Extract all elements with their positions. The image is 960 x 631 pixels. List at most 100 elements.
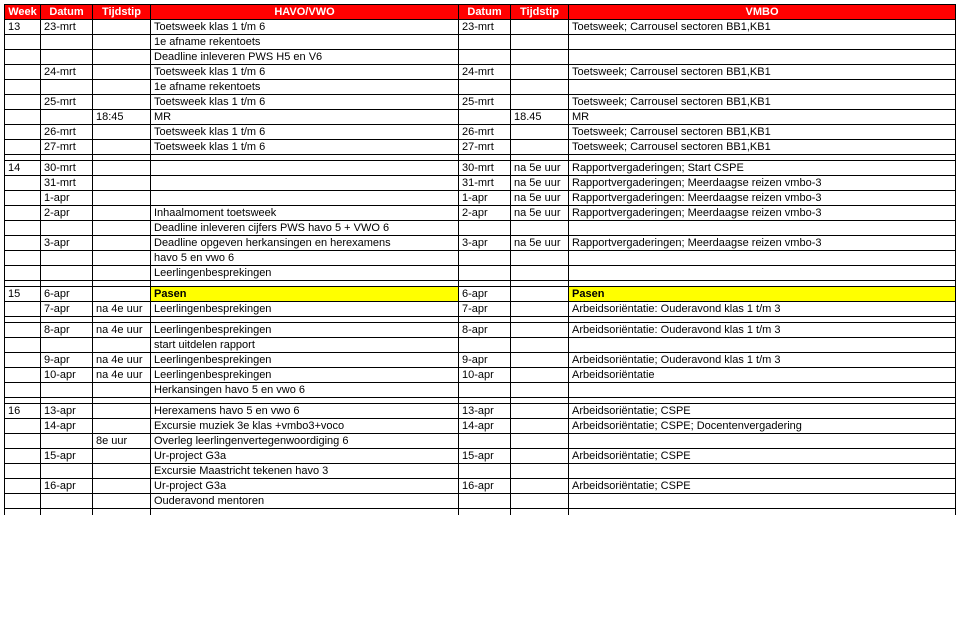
cell-time2: [511, 449, 569, 464]
cell-date: 23-mrt: [41, 20, 93, 35]
cell-week: [5, 302, 41, 317]
table-row: 1e afname rekentoets: [5, 80, 956, 95]
schedule-body: 1323-mrtToetsweek klas 1 t/m 623-mrtToet…: [5, 20, 956, 515]
cell-time: [93, 20, 151, 35]
col-havovwo: HAVO/VWO: [151, 5, 459, 20]
cell-date: 9-apr: [41, 353, 93, 368]
cell-desc: havo 5 en vwo 6: [151, 251, 459, 266]
cell-time: [93, 50, 151, 65]
table-row: 8-aprna 4e uurLeerlingenbesprekingen8-ap…: [5, 323, 956, 338]
cell-desc2: Arbeidsoriëntatie; CSPE: [569, 479, 956, 494]
cell-time: na 4e uur: [93, 323, 151, 338]
cell-week: [5, 434, 41, 449]
cell-desc2: [569, 221, 956, 236]
cell-desc2: Rapportvergaderingen; Meerdaagse reizen …: [569, 236, 956, 251]
cell-desc: Excursie muziek 3e klas +vmbo3+voco: [151, 419, 459, 434]
cell-desc2: [569, 50, 956, 65]
cell-week: [5, 338, 41, 353]
table-row: 14-apr Excursie muziek 3e klas +vmbo3+voc…: [5, 419, 956, 434]
cell-week: [5, 35, 41, 50]
cell-date: [41, 110, 93, 125]
cell-week: 16: [5, 404, 41, 419]
table-row: 24-mrtToetsweek klas 1 t/m 624-mrtToetsw…: [5, 65, 956, 80]
table-row: 26-mrtToetsweek klas 1 t/m 626-mrtToetsw…: [5, 125, 956, 140]
cell-date2: 10-apr: [459, 368, 511, 383]
cell-desc: start uitdelen rapport: [151, 338, 459, 353]
cell-desc2: [569, 266, 956, 281]
cell-desc: [151, 176, 459, 191]
cell-date2: 16-apr: [459, 479, 511, 494]
cell-time: [93, 80, 151, 95]
cell-time: [93, 404, 151, 419]
cell-time: [93, 287, 151, 302]
cell-desc: Herexamens havo 5 en vwo 6: [151, 404, 459, 419]
col-tijdstip: Tijdstip: [93, 5, 151, 20]
table-row: 2-aprInhaalmoment toetsweek2-aprna 5e uu…: [5, 206, 956, 221]
table-row: havo 5 en vwo 6: [5, 251, 956, 266]
cell-time: [93, 383, 151, 398]
table-row: 8e uurOverleg leerlingenvertegenwoordigi…: [5, 434, 956, 449]
cell-time2: [511, 338, 569, 353]
cell-time2: na 5e uur: [511, 176, 569, 191]
table-row: start uitdelen rapport: [5, 338, 956, 353]
cell-time: [93, 221, 151, 236]
cell-date2: [459, 266, 511, 281]
cell-date2: 6-apr: [459, 287, 511, 302]
cell-date: [41, 251, 93, 266]
cell-time2: [511, 95, 569, 110]
cell-date2: [459, 221, 511, 236]
header-row: Week Datum Tijdstip HAVO/VWO Datum Tijds…: [5, 5, 956, 20]
cell-date2: [459, 464, 511, 479]
table-row: 31-mrt31-mrtna 5e uurRapportvergaderinge…: [5, 176, 956, 191]
cell-time: [93, 161, 151, 176]
cell-date: 8-apr: [41, 323, 93, 338]
cell-date2: 27-mrt: [459, 140, 511, 155]
table-row: 1-apr1-aprna 5e uurRapportvergaderingen:…: [5, 191, 956, 206]
cell-date2: [459, 110, 511, 125]
cell-desc2: Toetsweek; Carrousel sectoren BB1,KB1: [569, 125, 956, 140]
table-row: 156-aprPasen6-aprPasen: [5, 287, 956, 302]
cell-desc: Toetsweek klas 1 t/m 6: [151, 125, 459, 140]
cell-time: 8e uur: [93, 434, 151, 449]
cell-week: [5, 206, 41, 221]
cell-date: 1-apr: [41, 191, 93, 206]
table-row: Herkansingen havo 5 en vwo 6: [5, 383, 956, 398]
table-row: 3-aprDeadline opgeven herkansingen en he…: [5, 236, 956, 251]
table-row: 1430-mrt30-mrtna 5e uurRapportvergaderin…: [5, 161, 956, 176]
cell-desc2: Arbeidsoriëntatie; Ouderavond klas 1 t/m…: [569, 353, 956, 368]
cell-time2: [511, 479, 569, 494]
cell-desc: Leerlingenbesprekingen: [151, 302, 459, 317]
cell-time: 18:45: [93, 110, 151, 125]
cell-week: [5, 95, 41, 110]
cell-desc: Ur-project G3a: [151, 479, 459, 494]
cell-date2: 25-mrt: [459, 95, 511, 110]
cell-date2: 3-apr: [459, 236, 511, 251]
cell-time2: [511, 464, 569, 479]
cell-date: 14-apr: [41, 419, 93, 434]
cell-desc2: [569, 383, 956, 398]
cell-date: 7-apr: [41, 302, 93, 317]
cell-date2: 26-mrt: [459, 125, 511, 140]
cell-time2: 18.45: [511, 110, 569, 125]
cell-time2: na 5e uur: [511, 236, 569, 251]
cell-desc2: Rapportvergaderingen; Meerdaagse reizen …: [569, 176, 956, 191]
cell-week: [5, 236, 41, 251]
cell-week: [5, 383, 41, 398]
cell-date2: [459, 50, 511, 65]
cell-week: [5, 419, 41, 434]
cell-time2: [511, 419, 569, 434]
cell-week: [5, 65, 41, 80]
cell-desc: [151, 161, 459, 176]
table-row: 27-mrtToetsweek klas 1 t/m 627-mrtToetsw…: [5, 140, 956, 155]
table-row: Ouderavond mentoren: [5, 494, 956, 509]
cell-date2: 9-apr: [459, 353, 511, 368]
cell-date: [41, 221, 93, 236]
cell-time: [93, 338, 151, 353]
cell-date2: 31-mrt: [459, 176, 511, 191]
cell-desc: Toetsweek klas 1 t/m 6: [151, 140, 459, 155]
cell-date: 13-apr: [41, 404, 93, 419]
cell-time: [93, 464, 151, 479]
cell-time: [93, 191, 151, 206]
cell-date: 26-mrt: [41, 125, 93, 140]
cell-time: [93, 419, 151, 434]
